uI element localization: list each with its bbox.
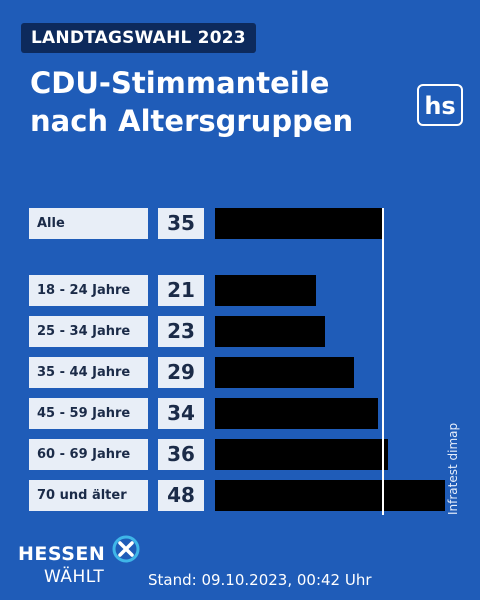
bar xyxy=(215,398,378,429)
ballot-cross-icon xyxy=(112,535,140,563)
category-label: 18 - 24 Jahre xyxy=(29,275,148,306)
title-line-1: CDU-Stimmanteile xyxy=(30,66,330,100)
bar xyxy=(215,208,383,239)
bar xyxy=(215,439,388,470)
value-label: 34 xyxy=(158,398,204,429)
category-label: 60 - 69 Jahre xyxy=(29,439,148,470)
category-label: 35 - 44 Jahre xyxy=(29,357,148,388)
timestamp: Stand: 09.10.2023, 00:42 Uhr xyxy=(148,571,372,589)
value-label: 29 xyxy=(158,357,204,388)
title-line-2: nach Altersgruppen xyxy=(30,104,354,138)
value-label: 48 xyxy=(158,480,204,511)
chart-title: CDU-Stimmanteile nach Altersgruppen xyxy=(30,64,353,140)
category-label: Alle xyxy=(29,208,148,239)
category-label: 25 - 34 Jahre xyxy=(29,316,148,347)
bar xyxy=(215,480,445,511)
value-label: 36 xyxy=(158,439,204,470)
value-label: 23 xyxy=(158,316,204,347)
category-label: 45 - 59 Jahre xyxy=(29,398,148,429)
source-label: Infratest dimap xyxy=(446,422,460,515)
value-label: 35 xyxy=(158,208,204,239)
election-badge: LANDTAGSWAHL 2023 xyxy=(21,23,256,53)
brand-line-2: WÄHLT xyxy=(44,567,105,587)
bar xyxy=(215,357,354,388)
brand-line-1: HESSEN xyxy=(18,543,106,565)
value-label: 21 xyxy=(158,275,204,306)
category-label: 70 und älter xyxy=(29,480,148,511)
reference-line xyxy=(381,208,384,515)
hessen-waehlt-logo: HESSEN WÄHLT xyxy=(18,535,143,590)
hs-logo: hs xyxy=(417,84,463,126)
bar xyxy=(215,275,316,306)
age-group-bar-chart: Alle 35 18 - 24 Jahre 21 25 - 34 Jahre 23 35 -… xyxy=(29,208,445,515)
bar xyxy=(215,316,326,347)
